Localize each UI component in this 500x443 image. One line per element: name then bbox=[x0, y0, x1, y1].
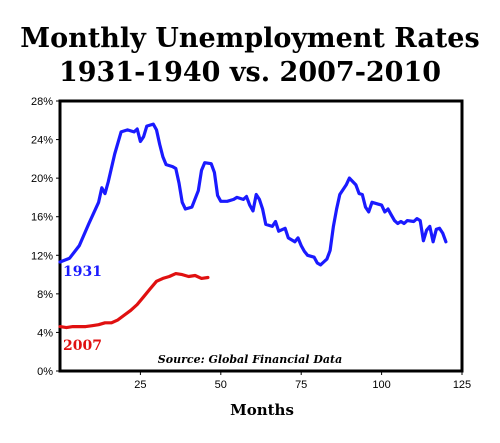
x-axis: 25 50 75 100 125 bbox=[134, 371, 471, 391]
y-tick-label: 16% bbox=[31, 212, 53, 224]
x-tick-label: 100 bbox=[372, 379, 390, 391]
y-tick-label: 12% bbox=[31, 250, 53, 262]
chart-title-line2: 1931-1940 vs. 2007-2010 bbox=[58, 57, 442, 88]
series-line-1931 bbox=[58, 122, 448, 267]
plot-frame bbox=[58, 99, 464, 373]
series-label-1931: 1931 bbox=[63, 264, 102, 280]
y-tick-label: 20% bbox=[31, 173, 53, 185]
source-note: Source: Global Financial Data bbox=[158, 353, 342, 366]
series-line-2007 bbox=[58, 272, 210, 330]
y-tick-label: 24% bbox=[31, 135, 53, 147]
x-tick-label: 25 bbox=[134, 379, 146, 391]
y-tick-label: 0% bbox=[37, 366, 53, 378]
x-tick-label: 125 bbox=[453, 379, 471, 391]
y-tick-label: 28% bbox=[31, 96, 53, 108]
x-tick-label: 75 bbox=[295, 379, 307, 391]
y-tick-label: 4% bbox=[37, 327, 53, 339]
x-tick-label: 50 bbox=[215, 379, 227, 391]
plot-group bbox=[58, 99, 464, 373]
series-label-2007: 2007 bbox=[63, 338, 102, 354]
x-axis-label: Months bbox=[230, 401, 294, 419]
chart-title-line1: Monthly Unemployment Rates bbox=[20, 23, 480, 54]
y-axis: 0% 4% 8% 12% 16% 20% 24% 28% bbox=[31, 96, 60, 378]
y-tick-label: 8% bbox=[37, 289, 53, 301]
